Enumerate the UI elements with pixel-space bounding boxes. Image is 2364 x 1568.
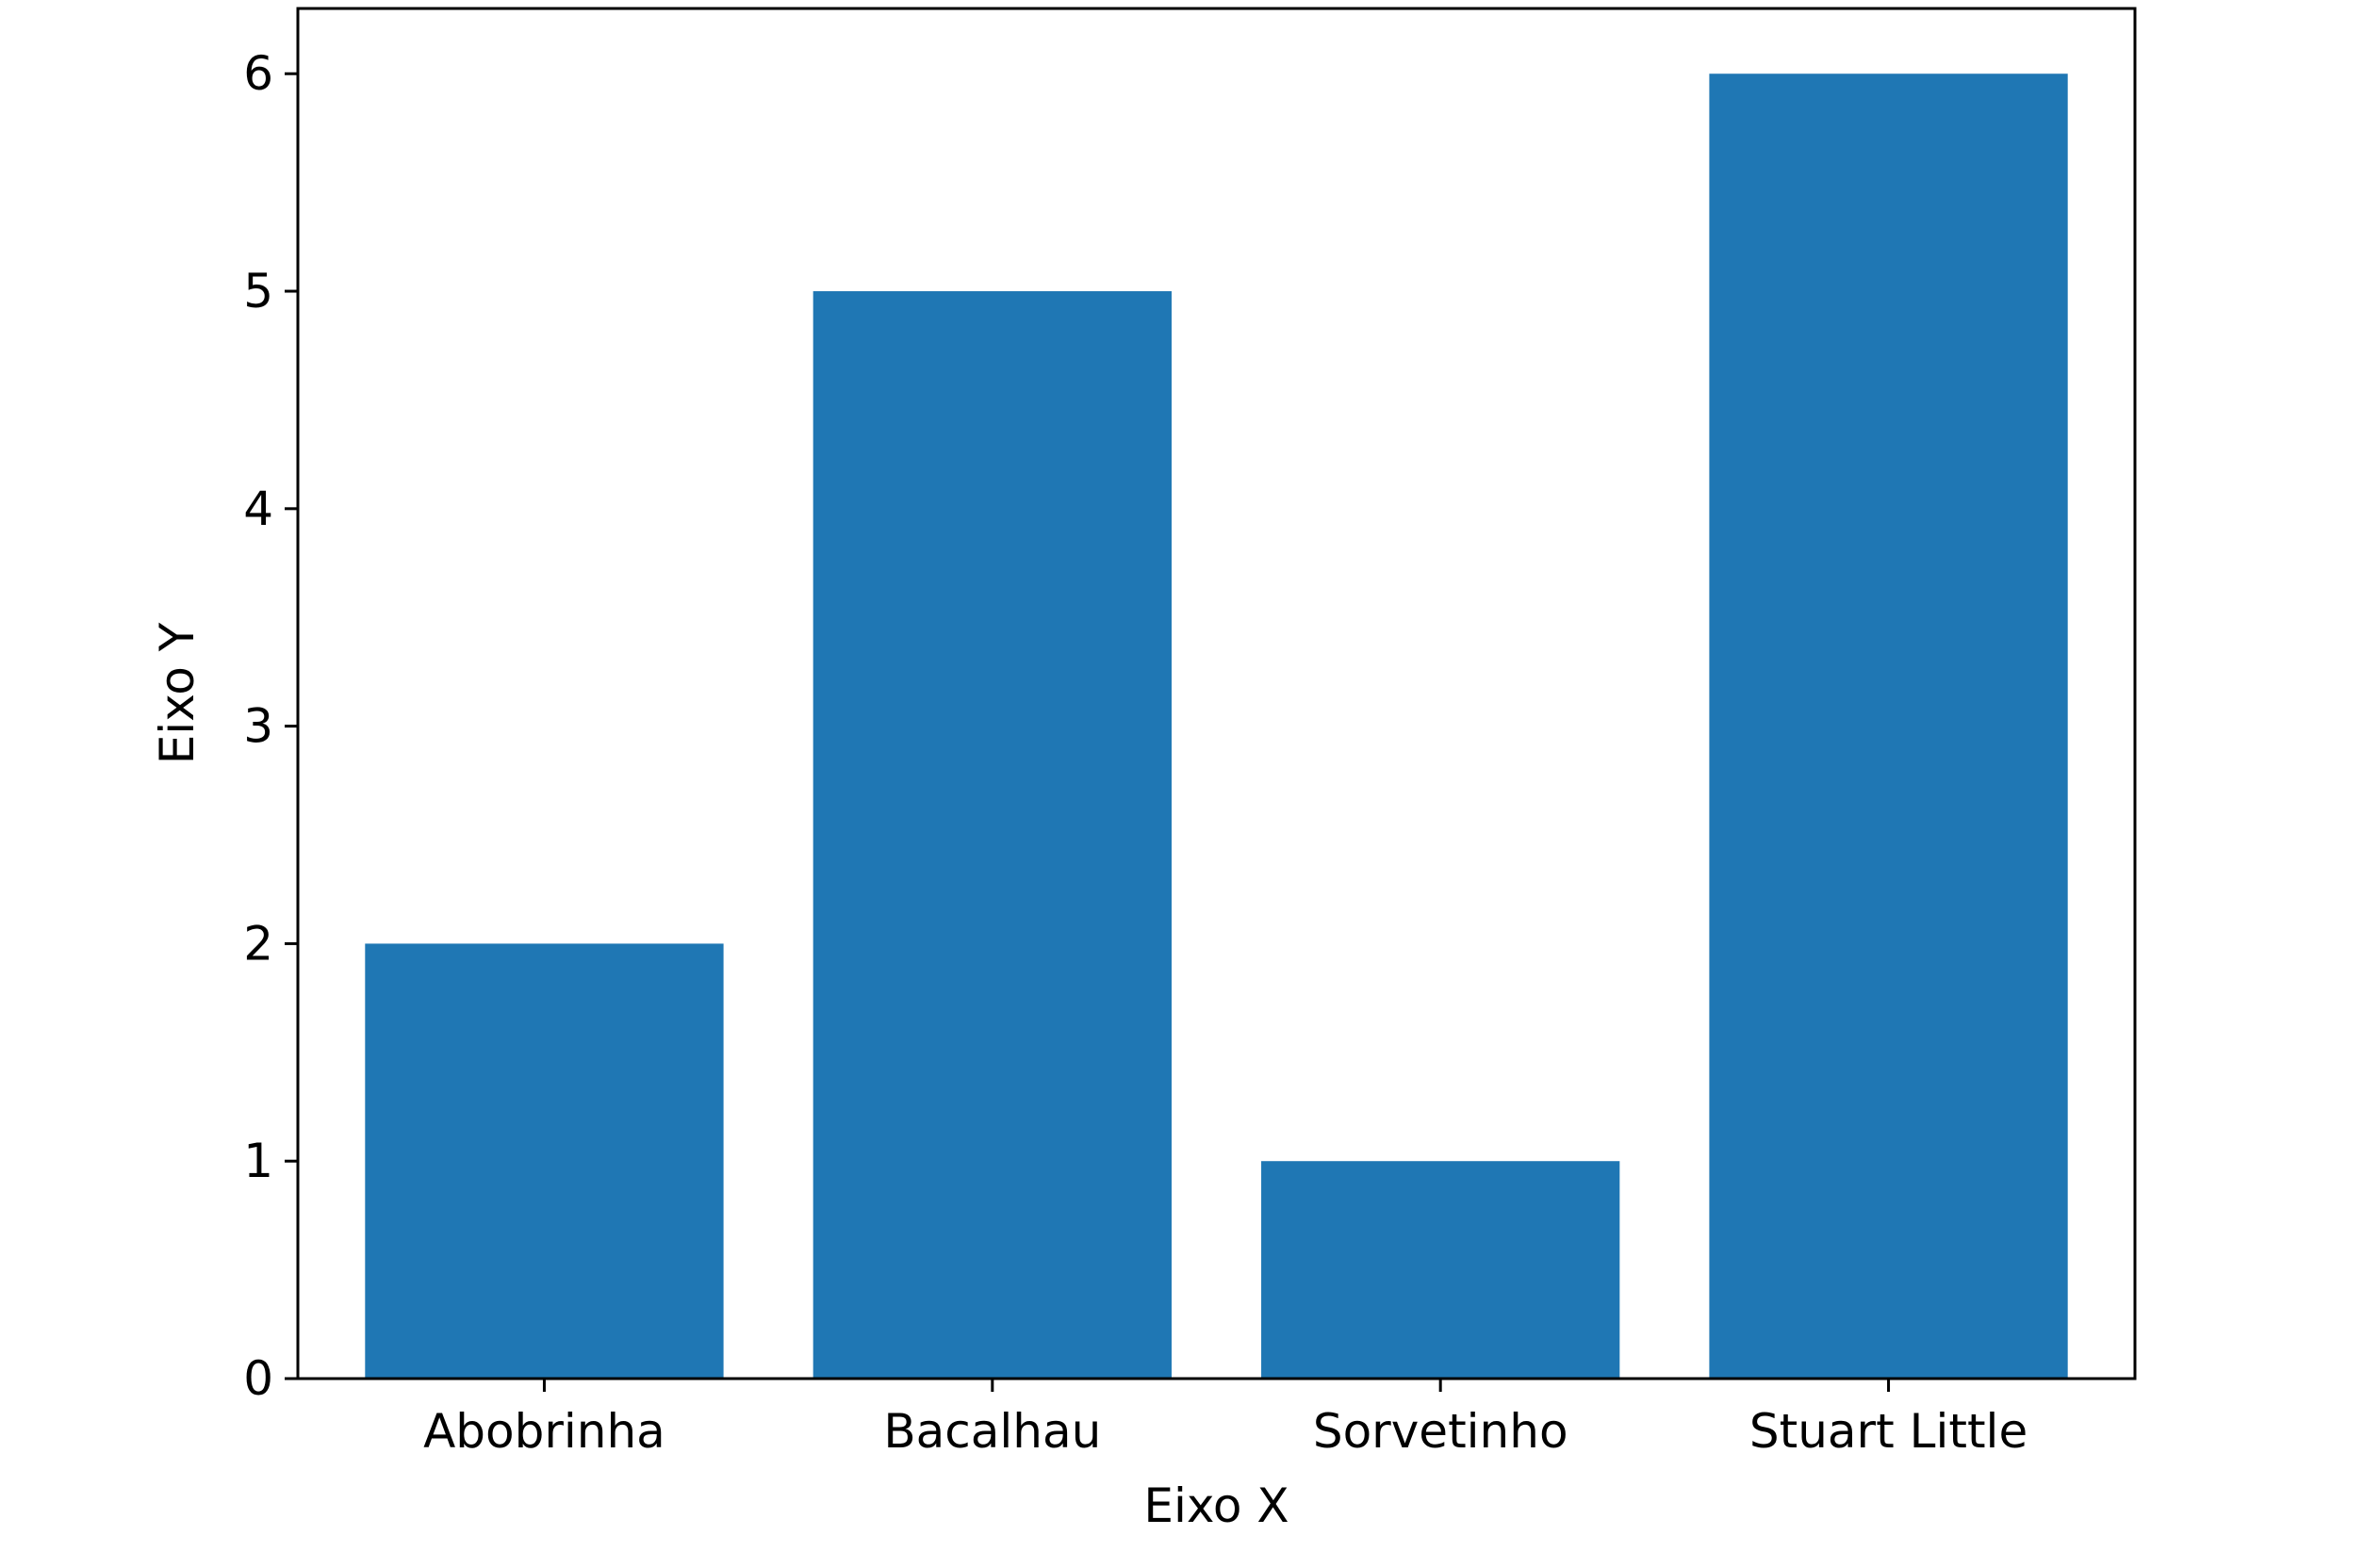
- y-tick-label: 2: [243, 916, 273, 971]
- y-tick-label: 4: [243, 482, 273, 536]
- x-tick-label: Abobrinha: [423, 1404, 665, 1459]
- y-tick-label: 0: [243, 1351, 273, 1406]
- y-tick-label: 6: [243, 46, 273, 101]
- bar-abobrinha: [365, 943, 724, 1379]
- bars-group: [365, 74, 2068, 1380]
- bar-sorvetinho: [1261, 1161, 1620, 1379]
- y-axis-label: Eixo Y: [150, 622, 205, 764]
- x-tick-label: Sorvetinho: [1313, 1404, 1568, 1459]
- bar-bacalhau: [813, 291, 1172, 1379]
- x-axis-label: Eixo X: [1143, 1478, 1289, 1533]
- bar-stuart-little: [1709, 74, 2068, 1380]
- plot-frame: [296, 7, 2137, 1380]
- y-tick-label: 1: [243, 1134, 273, 1188]
- y-axis-ticks: 0 1 2 3 4 5 6: [243, 46, 298, 1406]
- y-tick-label: 5: [243, 264, 273, 318]
- y-tick-label: 3: [243, 699, 273, 754]
- x-axis-ticks: Abobrinha Bacalhau Sorvetinho Stuart Little: [423, 1379, 2027, 1459]
- x-tick-label: Bacalhau: [883, 1404, 1101, 1459]
- x-tick-label: Stuart Little: [1749, 1404, 2027, 1459]
